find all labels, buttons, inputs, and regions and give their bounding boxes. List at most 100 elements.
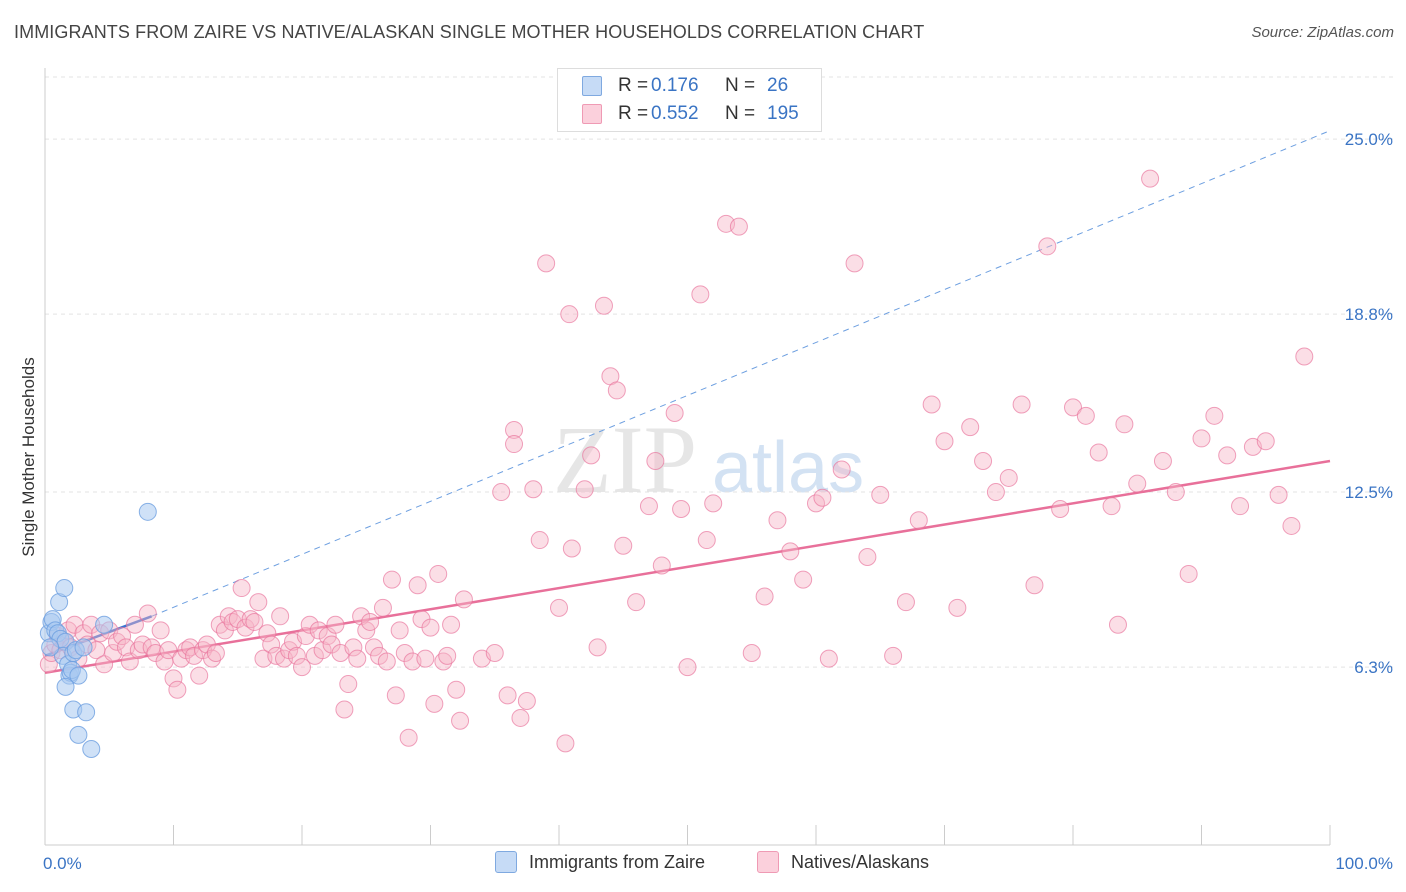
natives-point xyxy=(151,621,170,640)
y-tick-label: 18.8% xyxy=(1345,305,1393,324)
natives-point xyxy=(639,497,658,516)
natives-point xyxy=(948,598,967,617)
natives-point xyxy=(505,435,524,454)
natives-point xyxy=(1166,483,1185,502)
natives-point xyxy=(1282,516,1301,535)
natives-point xyxy=(845,254,864,273)
zaire-point xyxy=(55,579,74,598)
natives-point xyxy=(113,627,132,646)
natives-point xyxy=(1025,576,1044,595)
natives-point xyxy=(344,638,363,657)
natives-point xyxy=(390,621,409,640)
watermark-zip: ZIP xyxy=(553,406,697,513)
natives-point xyxy=(377,652,396,671)
natives-point xyxy=(232,579,251,598)
zaire-point xyxy=(69,666,88,685)
natives-point xyxy=(447,680,466,699)
natives-point xyxy=(1153,452,1172,470)
natives-point xyxy=(1269,485,1288,504)
legend-row-zaire: R = 0.176 N = 26 xyxy=(582,74,788,98)
natives-point xyxy=(646,452,665,470)
natives-point xyxy=(262,635,281,654)
natives-point xyxy=(1218,446,1237,465)
natives-point xyxy=(1141,169,1160,188)
natives-point xyxy=(742,644,761,662)
natives-point xyxy=(678,658,697,677)
natives-point xyxy=(858,548,877,566)
natives-point xyxy=(560,305,579,324)
legend-n-value: 26 xyxy=(767,75,789,96)
natives-point xyxy=(1179,564,1198,583)
natives-point xyxy=(364,638,383,657)
natives-point xyxy=(614,536,633,555)
zaire-point xyxy=(95,615,114,634)
natives-point xyxy=(505,420,524,439)
natives-point xyxy=(249,593,268,612)
natives-point xyxy=(530,531,549,550)
natives-point xyxy=(832,460,851,479)
natives-point xyxy=(485,644,504,662)
chart-title: IMMIGRANTS FROM ZAIRE VS NATIVE/ALASKAN … xyxy=(14,22,925,42)
natives-point xyxy=(190,666,209,685)
natives-point xyxy=(697,531,716,550)
natives-point xyxy=(438,646,457,665)
natives-point xyxy=(1192,429,1211,448)
bottom-legend-natives[interactable]: Natives/Alaskans xyxy=(757,851,929,873)
tick-labels: 6.3% 12.5% 18.8% 25.0% 0.0% 100.0% xyxy=(43,130,1393,873)
natives-point xyxy=(781,542,800,561)
zaire-trend-extension xyxy=(151,130,1331,617)
natives-point xyxy=(382,570,401,589)
natives-point xyxy=(361,612,380,631)
natives-point xyxy=(1256,432,1275,451)
natives-point xyxy=(1231,497,1250,516)
natives-point xyxy=(159,641,178,660)
natives-point xyxy=(451,711,470,730)
data-points xyxy=(39,169,1314,758)
natives-point xyxy=(1108,615,1127,634)
bottom-legend-zaire[interactable]: Immigrants from Zaire xyxy=(495,851,705,873)
bottom-legend-swatch-natives xyxy=(757,851,779,873)
natives-point xyxy=(961,418,980,437)
natives-point xyxy=(429,564,448,583)
natives-point xyxy=(408,576,427,595)
natives-point xyxy=(300,615,319,634)
natives-point xyxy=(138,604,157,623)
natives-point xyxy=(1295,347,1314,366)
natives-point xyxy=(1064,398,1082,417)
natives-point xyxy=(245,612,264,631)
natives-point xyxy=(594,296,613,315)
natives-point xyxy=(1076,406,1095,425)
natives-point xyxy=(729,217,748,236)
natives-point xyxy=(1205,406,1224,425)
natives-point xyxy=(352,607,371,626)
natives-point xyxy=(794,570,813,589)
bottom-legend-label-natives: Natives/Alaskans xyxy=(791,851,930,872)
legend-row-natives: R = 0.552 N = 195 xyxy=(582,102,799,126)
legend-swatch-natives xyxy=(582,104,602,124)
natives-point xyxy=(309,621,328,640)
natives-point xyxy=(1115,415,1134,434)
zaire-point xyxy=(69,725,88,744)
y-tick-label: 6.3% xyxy=(1354,658,1393,677)
natives-point xyxy=(168,680,187,699)
natives-point xyxy=(884,646,903,665)
natives-point xyxy=(537,254,556,273)
natives-point xyxy=(922,395,941,414)
natives-point xyxy=(909,511,928,530)
natives-point xyxy=(326,615,345,634)
zaire-point xyxy=(56,677,75,696)
natives-point xyxy=(107,632,126,651)
natives-point xyxy=(1128,474,1147,493)
natives-point xyxy=(588,638,607,657)
natives-point xyxy=(755,587,774,606)
natives-point xyxy=(652,556,671,575)
natives-point xyxy=(556,734,575,753)
y-tick-label: 12.5% xyxy=(1345,483,1393,502)
x-tick-label: 100.0% xyxy=(1335,854,1393,873)
natives-point xyxy=(386,686,405,705)
axes xyxy=(44,68,1331,846)
natives-point xyxy=(313,641,332,660)
natives-point xyxy=(1102,497,1121,516)
y-tick-label: 25.0% xyxy=(1345,130,1393,149)
